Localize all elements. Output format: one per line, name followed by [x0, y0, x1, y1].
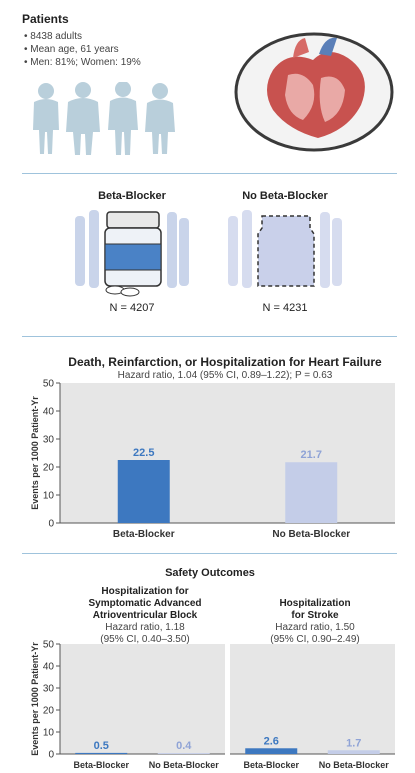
main-chart-subtitle: Hazard ratio, 1.04 (95% CI, 0.89–1.22); …	[117, 370, 333, 381]
bullet-text: Mean age, 61 years	[30, 44, 119, 55]
title-line: Hospitalization for	[101, 586, 189, 597]
person-icon	[33, 83, 59, 154]
bullet-text: 8438 adults	[30, 31, 82, 42]
y-tick-label: 20	[43, 463, 55, 474]
bullet-text: Men: 81%; Women: 19%	[30, 57, 141, 68]
patients-title: Patients	[22, 12, 69, 26]
plot-area	[60, 383, 395, 523]
stat-line: (95% CI, 0.40–3.50)	[100, 634, 190, 645]
stroke-title: Hospitalization for Stroke	[240, 598, 390, 622]
plot-area	[230, 644, 395, 754]
patients-bullet: • 8438 adults	[24, 31, 82, 42]
bar	[157, 753, 210, 754]
main-chart-title: Death, Reinfarction, or Hospitalization …	[68, 355, 382, 369]
title-line: Hospitalization	[279, 598, 351, 609]
data-label: 21.7	[301, 449, 322, 461]
safety-outcomes-title: Safety Outcomes	[165, 567, 255, 579]
y-axis-label: Events per 1000 Patient-Yr	[30, 642, 40, 756]
x-tick-label: No Beta-Blocker	[319, 760, 390, 770]
x-tick-label: Beta-Blocker	[113, 529, 175, 540]
bar	[327, 750, 380, 754]
bar	[245, 748, 298, 754]
y-tick-label: 40	[43, 407, 55, 418]
x-tick-label: No Beta-Blocker	[149, 760, 220, 770]
data-label: 2.6	[264, 735, 279, 747]
y-tick-label: 30	[43, 435, 55, 446]
patients-bullet-list: • 8438 adults • Mean age, 61 years • Men…	[24, 30, 141, 69]
y-tick-label: 30	[43, 684, 55, 695]
people-illustration	[33, 82, 175, 155]
no-beta-blocker-arm-label: No Beta-Blocker	[242, 190, 328, 202]
x-tick-label: No Beta-Blocker	[272, 529, 350, 540]
y-tick-label: 50	[43, 379, 55, 390]
data-label: 22.5	[133, 447, 154, 459]
stat-line: Hazard ratio, 1.50	[275, 622, 355, 633]
pill-bottle-illustration	[75, 210, 189, 297]
y-axis-label: Events per 1000 Patient-Yr	[30, 396, 40, 510]
plot-area	[60, 644, 225, 754]
stroke-stats: Hazard ratio, 1.50 (95% CI, 0.90–2.49)	[240, 622, 390, 646]
missing-bottle-illustration	[228, 210, 342, 288]
person-icon	[108, 82, 138, 155]
y-tick-label: 0	[48, 519, 54, 530]
data-label: 0.5	[94, 740, 109, 752]
av-block-title: Hospitalization for Symptomatic Advanced…	[60, 586, 230, 622]
person-icon	[66, 82, 100, 155]
bar	[75, 752, 128, 754]
title-line: Symptomatic Advanced	[88, 598, 202, 609]
x-tick-label: Beta-Blocker	[73, 760, 129, 770]
x-tick-label: Beta-Blocker	[243, 760, 299, 770]
person-icon	[145, 83, 175, 154]
y-tick-label: 50	[43, 640, 55, 651]
beta-blocker-arm-label: Beta-Blocker	[98, 190, 166, 202]
y-tick-label: 10	[43, 491, 55, 502]
y-tick-label: 40	[43, 662, 55, 673]
y-tick-label: 0	[48, 750, 54, 761]
y-tick-label: 10	[43, 728, 55, 739]
av-block-stats: Hazard ratio, 1.18 (95% CI, 0.40–3.50)	[60, 622, 230, 646]
patients-bullet: • Mean age, 61 years	[24, 44, 119, 55]
data-label: 0.4	[176, 740, 192, 752]
divider	[22, 336, 397, 337]
title-line: Atrioventricular Block	[92, 610, 198, 621]
beta-blocker-n: N = 4207	[109, 302, 155, 314]
divider	[22, 173, 397, 174]
no-beta-blocker-n: N = 4231	[262, 302, 308, 314]
patients-bullet: • Men: 81%; Women: 19%	[24, 57, 141, 68]
stat-line: Hazard ratio, 1.18	[105, 622, 185, 633]
divider	[22, 553, 397, 554]
heart-illustration	[234, 32, 394, 152]
title-line: for Stroke	[291, 610, 339, 621]
y-tick-label: 20	[43, 706, 55, 717]
bar	[117, 460, 170, 523]
data-label: 1.7	[346, 737, 361, 749]
bar	[285, 462, 338, 523]
stat-line: (95% CI, 0.90–2.49)	[270, 634, 360, 645]
